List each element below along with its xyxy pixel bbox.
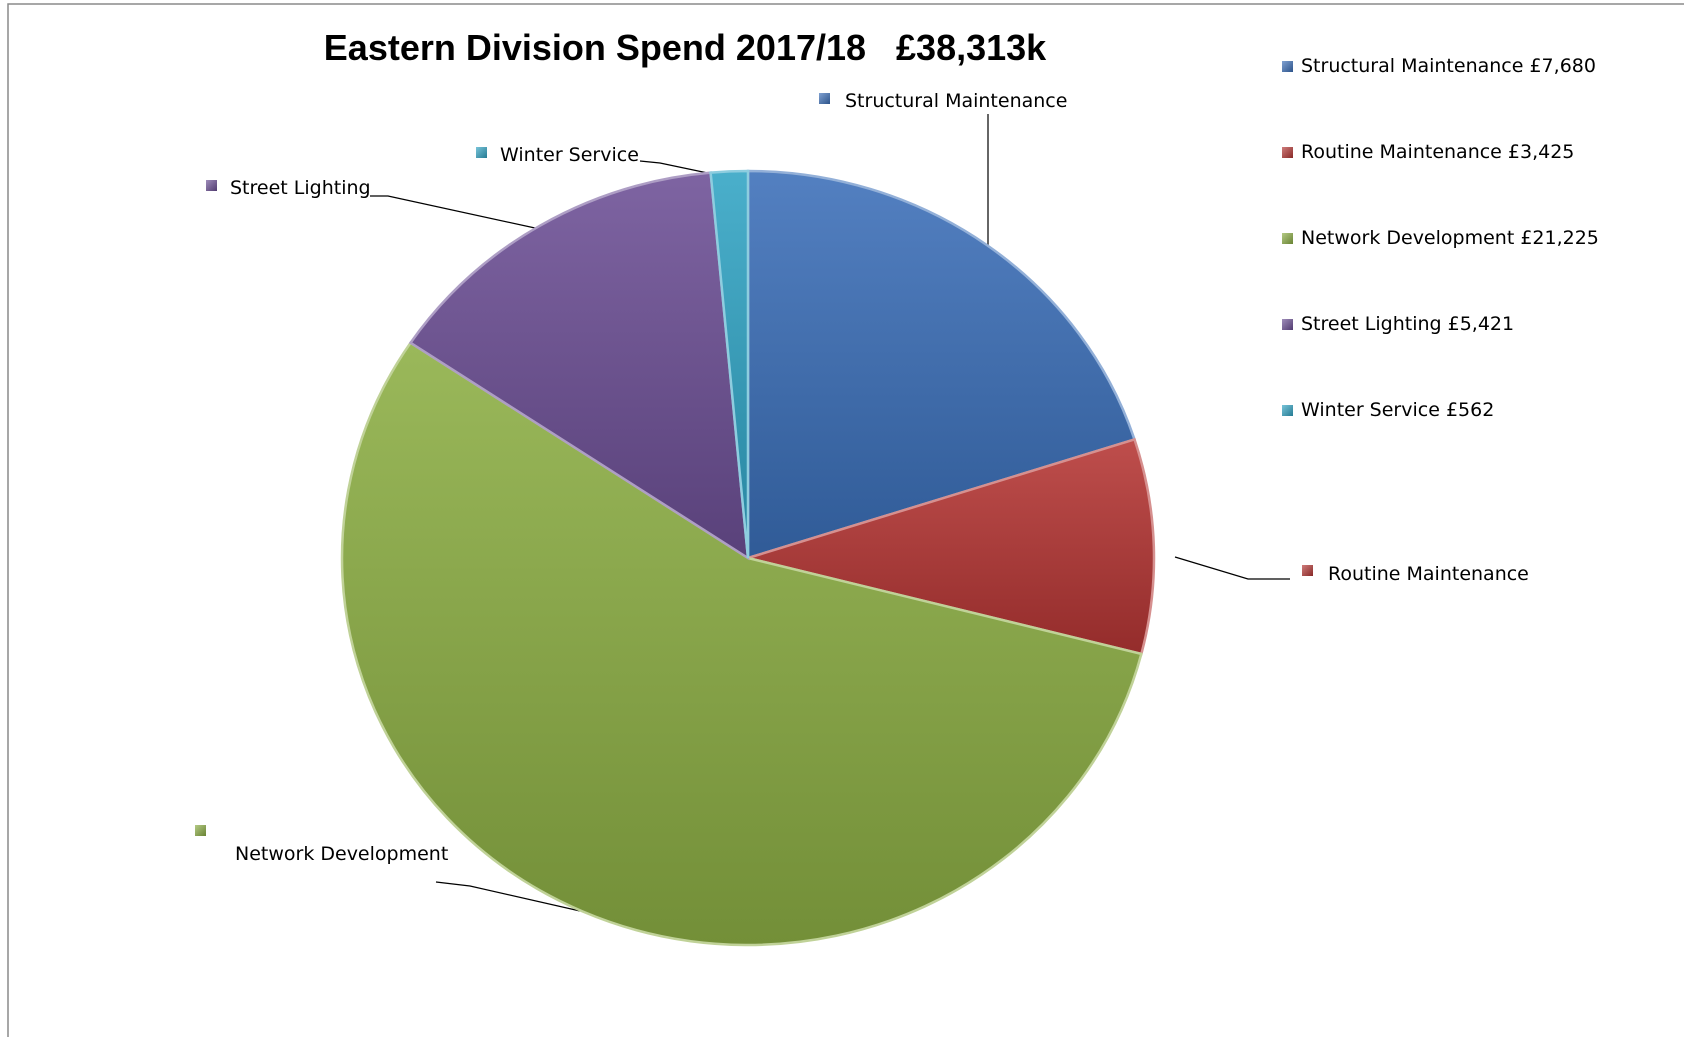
slice-labels: Structural Maintenance Routine Maintenanc…	[195, 90, 1529, 865]
legend-swatch-winter-service	[1282, 405, 1293, 416]
slice-routine-maintenance	[743, 437, 1156, 656]
slice-winter-service	[709, 169, 750, 559]
label-marker-network-development	[195, 825, 206, 836]
slice-label-network-development: Network Development	[235, 843, 448, 865]
leader-line-network-development	[435, 881, 581, 912]
leader-lines	[370, 114, 1290, 912]
legend-entry-routine-maintenance: Routine Maintenance £3,425	[1301, 141, 1574, 163]
label-marker-winter-service	[476, 147, 487, 158]
slice-network-development	[340, 341, 1143, 947]
legend-entry-winter-service: Winter Service £562	[1301, 399, 1494, 421]
slice-label-routine-maintenance: Routine Maintenance	[1328, 563, 1529, 585]
slice-structural-maintenance	[746, 169, 1137, 560]
slice-label-street-lighting: Street Lighting	[230, 177, 371, 199]
legend-swatch-street-lighting	[1282, 319, 1293, 330]
chart-title: Eastern Division Spend 2017/18 £38,313k	[324, 27, 1047, 68]
slice-label-winter-service: Winter Service	[500, 144, 639, 166]
legend: Structural Maintenance £7,680 Routine Mai…	[1282, 55, 1599, 421]
legend-swatch-routine-maintenance	[1282, 147, 1293, 158]
label-marker-structural-maintenance	[819, 93, 830, 104]
leader-line-winter-service	[639, 160, 723, 177]
legend-entry-street-lighting: Street Lighting £5,421	[1301, 313, 1514, 335]
slice-label-structural-maintenance: Structural Maintenance	[845, 90, 1067, 112]
label-marker-routine-maintenance	[1302, 565, 1313, 576]
leader-line-street-lighting	[370, 195, 536, 229]
slice-street-lighting	[408, 171, 750, 561]
legend-entry-network-development: Network Development £21,225	[1301, 227, 1599, 249]
legend-entry-structural-maintenance: Structural Maintenance £7,680	[1301, 55, 1596, 77]
legend-swatch-structural-maintenance	[1282, 61, 1293, 72]
leader-line-routine-maintenance	[1174, 556, 1290, 580]
label-marker-street-lighting	[206, 180, 217, 191]
pie-slices	[340, 169, 1156, 947]
legend-swatch-network-development	[1282, 233, 1293, 244]
